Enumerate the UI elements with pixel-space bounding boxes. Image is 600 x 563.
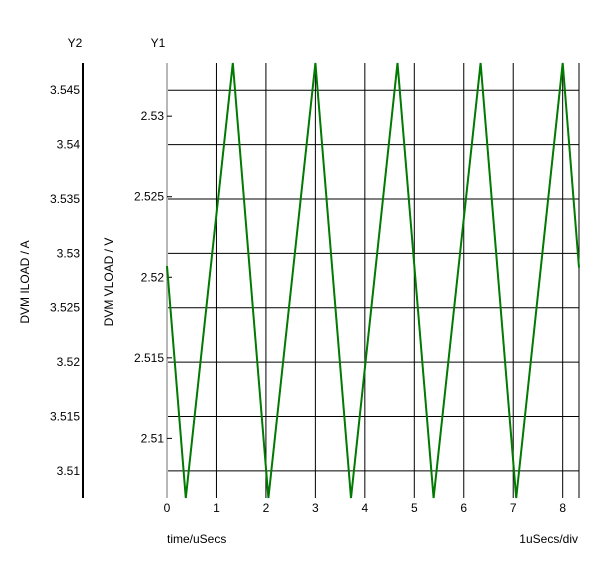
y1-tick-label: 2.525 <box>134 190 164 204</box>
y2-tick-label: 3.53 <box>57 246 81 260</box>
y2-axis-label: DVM ILOAD / A <box>18 240 32 323</box>
series <box>166 62 580 499</box>
x-tick-label: 1 <box>213 501 220 515</box>
x-axis-label: time/uSecs <box>167 532 226 546</box>
x-tick-label: 2 <box>263 501 270 515</box>
grid <box>167 63 580 498</box>
y2-axis-name: Y2 <box>68 36 83 50</box>
y1-tick-label: 2.52 <box>141 270 165 284</box>
y1-axis-label: DVM VLOAD / V <box>102 238 116 327</box>
x-axis-division-label: 1uSecs/div <box>519 532 578 546</box>
y2-axis: 3.545 3.54 3.535 3.53 3.525 3.52 3.515 3.51 <box>50 63 84 498</box>
y1-tick-label: 2.51 <box>141 431 165 445</box>
y1-axis: 2.53 2.525 2.52 2.515 2.51 <box>134 63 172 498</box>
y2-tick-label: 3.52 <box>57 355 81 369</box>
y2-tick-label: 3.535 <box>50 192 80 206</box>
x-tick-label: 0 <box>164 501 171 515</box>
y2-tick-label: 3.51 <box>57 464 81 478</box>
x-tick-label: 8 <box>559 501 566 515</box>
x-tick-label: 3 <box>312 501 319 515</box>
y2-tick-label: 3.54 <box>57 138 81 152</box>
x-tick-label: 7 <box>510 501 517 515</box>
x-axis: 0 1 2 3 4 5 6 7 8 <box>164 501 567 515</box>
x-tick-label: 5 <box>411 501 418 515</box>
x-tick-label: 6 <box>460 501 467 515</box>
y2-tick-label: 3.525 <box>50 301 80 315</box>
y2-tick-label: 3.515 <box>50 409 80 423</box>
y1-tick-label: 2.515 <box>134 351 164 365</box>
x-tick-label: 4 <box>361 501 368 515</box>
y1-tick-label: 2.53 <box>141 109 165 123</box>
y1-axis-name: Y1 <box>151 36 166 50</box>
y2-tick-label: 3.545 <box>50 83 80 97</box>
series-line-vload <box>166 62 580 499</box>
